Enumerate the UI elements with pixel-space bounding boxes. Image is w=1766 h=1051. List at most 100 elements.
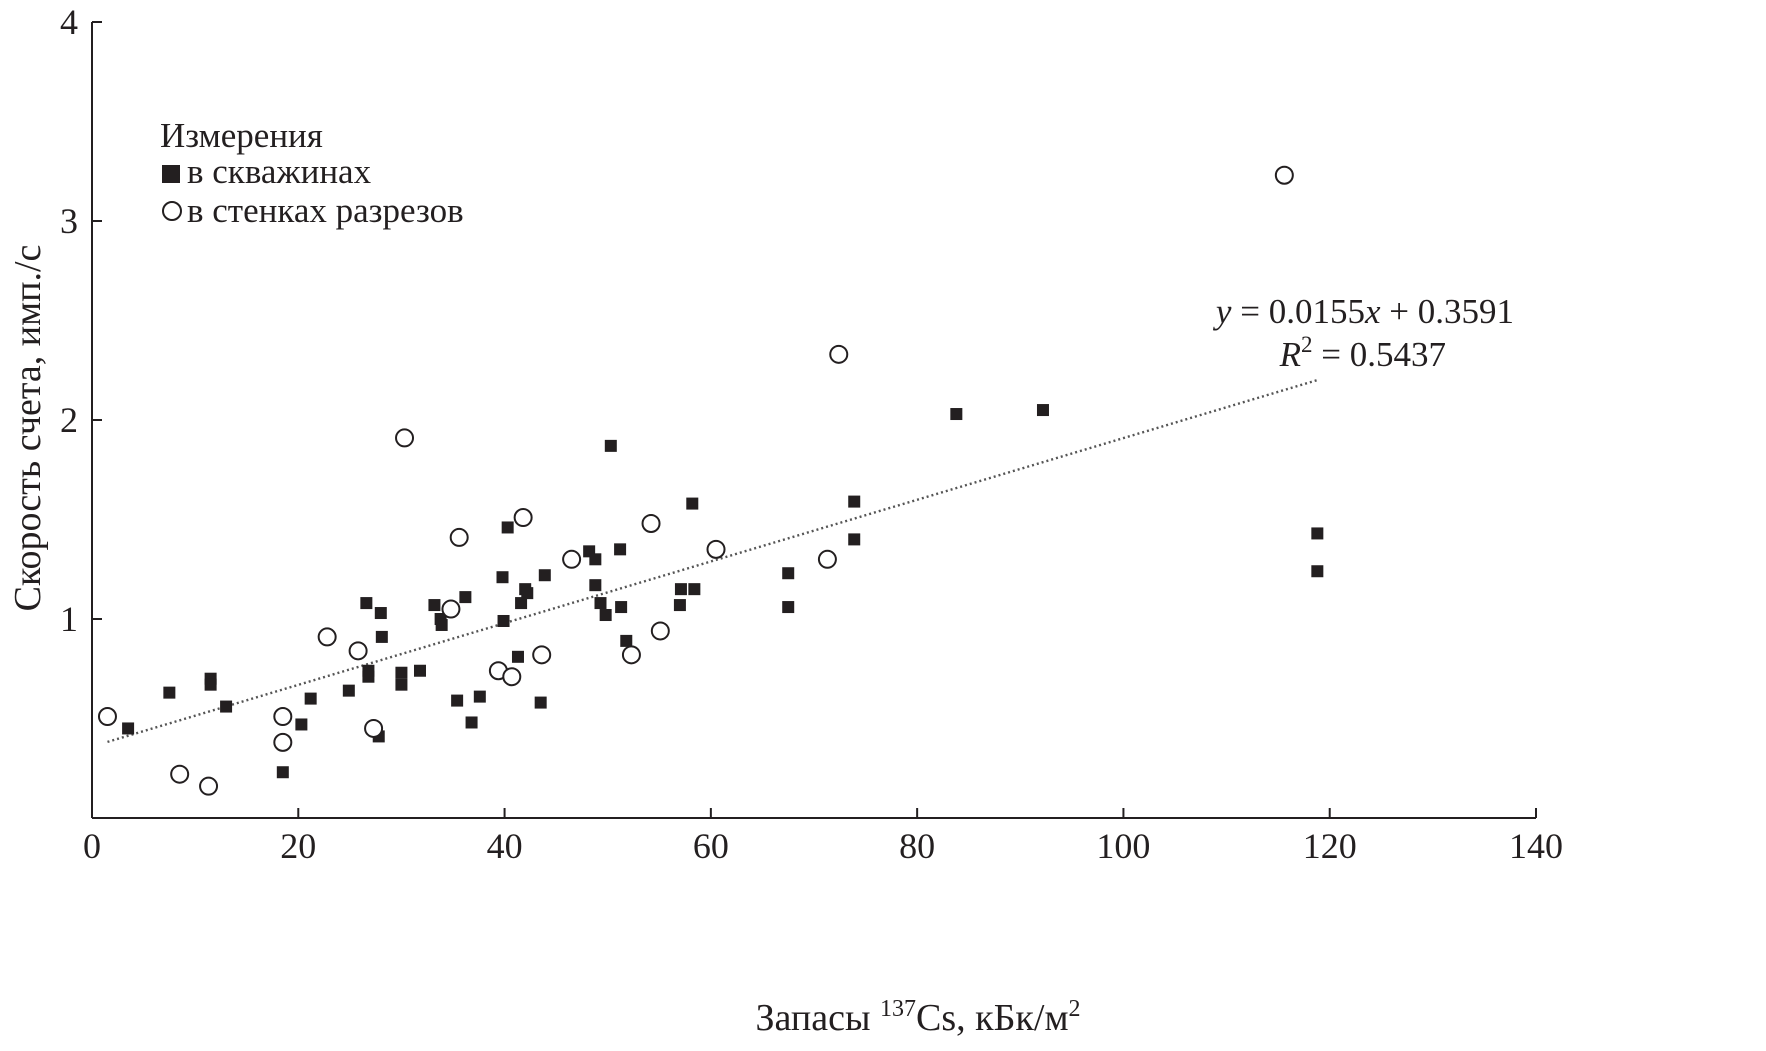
- borehole-point: [295, 718, 308, 731]
- borehole-point: [122, 722, 135, 735]
- section-wall-point: [562, 549, 582, 569]
- regression-annotation: y = 0.0155x + 0.3591 R2 = 0.5437: [1213, 292, 1514, 374]
- section-wall-point: [170, 764, 190, 784]
- section-wall-point: [364, 718, 384, 738]
- borehole-point: [534, 696, 547, 709]
- borehole-point: [782, 601, 795, 614]
- legend-title: Измерения: [160, 116, 323, 155]
- borehole-point: [674, 583, 687, 596]
- section-wall-point: [641, 513, 661, 533]
- borehole-point: [620, 634, 633, 647]
- borehole-point: [413, 664, 426, 677]
- borehole-point: [276, 766, 289, 779]
- trendline: [107, 378, 1318, 744]
- ticks: 0 20 40 60 80 100 120 140 1 2 3 4: [60, 2, 1563, 866]
- section-wall-point: [273, 707, 293, 727]
- section-wall-point: [706, 539, 726, 559]
- y-tick-label: 1: [60, 599, 78, 639]
- x-axis-title-pre: Запасы: [756, 997, 881, 1039]
- r2-r: R: [1279, 335, 1301, 374]
- borehole-point: [782, 567, 795, 580]
- x-tick-label: 100: [1096, 826, 1150, 866]
- borehole-point: [501, 521, 514, 534]
- trendline-group: [107, 378, 1318, 744]
- r-squared: R2 = 0.5437: [1279, 332, 1446, 374]
- data-points: [97, 165, 1324, 796]
- borehole-point: [220, 700, 233, 713]
- borehole-point: [511, 650, 524, 663]
- legend-marker-filled-square: [162, 165, 180, 183]
- borehole-point: [521, 587, 534, 600]
- section-wall-point: [395, 428, 415, 448]
- y-tick-label: 4: [60, 2, 78, 42]
- borehole-point: [950, 408, 963, 421]
- section-wall-point: [199, 776, 219, 796]
- r2-sup: 2: [1301, 332, 1313, 357]
- equation-x-var: x: [1364, 292, 1381, 331]
- borehole-point: [673, 599, 686, 612]
- borehole-point: [473, 690, 486, 703]
- legend: Измерения в скважинах в стенках разрезов: [160, 116, 464, 230]
- borehole-point: [204, 678, 217, 691]
- borehole-point: [848, 533, 861, 546]
- legend-marker-open-circle: [162, 201, 182, 221]
- borehole-point: [465, 716, 478, 729]
- section-wall-point: [502, 667, 522, 687]
- borehole-point: [163, 686, 176, 699]
- equation-y-var: y: [1213, 292, 1232, 331]
- borehole-point: [1311, 527, 1324, 540]
- x-tick-label: 80: [899, 826, 935, 866]
- section-wall-point: [348, 641, 368, 661]
- x-tick-label: 40: [487, 826, 523, 866]
- borehole-point: [614, 543, 627, 556]
- section-wall-point: [1274, 165, 1294, 185]
- equation-rest: + 0.3591: [1381, 292, 1515, 331]
- section-wall-point: [97, 707, 117, 727]
- borehole-point: [362, 670, 375, 683]
- x-axis-title: Запасы 137Cs, кБк/м2: [756, 996, 1081, 1039]
- y-tick-label: 3: [60, 201, 78, 241]
- y-tick-label: 2: [60, 400, 78, 440]
- borehole-point: [688, 583, 701, 596]
- section-wall-point: [621, 645, 641, 665]
- x-axis-title-sup: 2: [1069, 996, 1081, 1022]
- borehole-point: [615, 601, 628, 614]
- borehole-point: [686, 497, 699, 510]
- section-wall-point: [650, 621, 670, 641]
- borehole-point: [459, 591, 472, 604]
- borehole-point: [538, 569, 551, 582]
- section-wall-point: [817, 549, 837, 569]
- section-wall-point: [532, 645, 552, 665]
- borehole-point: [599, 609, 612, 622]
- borehole-point: [428, 599, 441, 612]
- x-tick-label: 20: [280, 826, 316, 866]
- x-axis-title-element: Cs, кБк/м: [916, 997, 1068, 1039]
- borehole-point: [589, 553, 602, 566]
- borehole-point: [375, 630, 388, 643]
- equation-rhs: = 0.0155: [1231, 292, 1365, 331]
- borehole-point: [342, 684, 355, 697]
- legend-entry-section-walls: в стенках разрезов: [187, 191, 464, 230]
- borehole-point: [395, 678, 408, 691]
- x-tick-label: 120: [1303, 826, 1357, 866]
- borehole-point: [589, 579, 602, 592]
- section-wall-point: [513, 508, 533, 528]
- borehole-point: [496, 571, 509, 584]
- borehole-point: [594, 597, 607, 610]
- x-tick-label: 140: [1509, 826, 1563, 866]
- x-axis-title-isotope: 137: [880, 996, 916, 1022]
- x-tick-label: 0: [83, 826, 101, 866]
- section-wall-point: [441, 599, 461, 619]
- borehole-point: [374, 607, 387, 620]
- borehole-point: [515, 597, 528, 610]
- borehole-point: [395, 666, 408, 679]
- borehole-point: [604, 439, 617, 452]
- r2-rest: = 0.5437: [1313, 335, 1447, 374]
- x-tick-label: 60: [693, 826, 729, 866]
- section-wall-point: [829, 344, 849, 364]
- borehole-point: [435, 618, 448, 631]
- section-wall-point: [449, 527, 469, 547]
- borehole-point: [848, 495, 861, 508]
- borehole-point: [451, 694, 464, 707]
- section-wall-point: [273, 732, 293, 752]
